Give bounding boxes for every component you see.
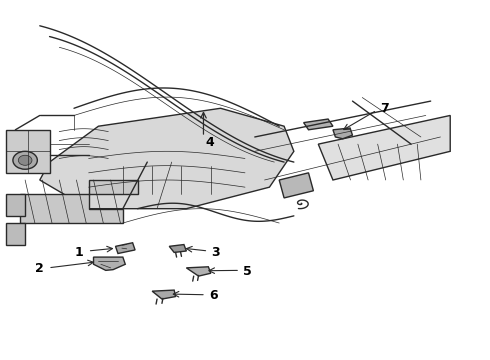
Text: 3: 3 [211,246,220,258]
Polygon shape [169,244,186,252]
Text: 6: 6 [209,289,218,302]
Polygon shape [40,108,294,209]
Text: 4: 4 [206,136,215,149]
Polygon shape [279,173,314,198]
Polygon shape [5,130,49,173]
Polygon shape [333,128,352,139]
Polygon shape [20,180,138,223]
Polygon shape [186,267,211,276]
Circle shape [13,151,37,169]
Polygon shape [318,116,450,180]
Polygon shape [304,119,333,130]
Text: 5: 5 [243,265,252,278]
Polygon shape [5,223,25,244]
Polygon shape [94,257,125,270]
Text: 2: 2 [35,262,44,275]
Text: 7: 7 [380,102,389,115]
Polygon shape [5,194,25,216]
Polygon shape [116,243,135,253]
Polygon shape [152,290,175,299]
Circle shape [18,155,32,165]
Text: 1: 1 [75,246,84,258]
